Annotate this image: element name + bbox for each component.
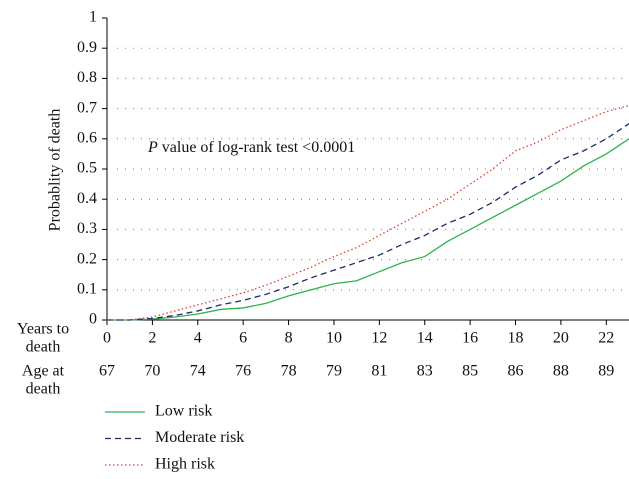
y-tick-label: 0.3 (77, 220, 97, 237)
age-label: 88 (553, 363, 569, 380)
age-label: 76 (235, 363, 251, 380)
second-axis-label: Age at (22, 363, 65, 380)
x-tick-label: 10 (326, 330, 342, 347)
y-tick-label: 0.7 (77, 99, 97, 116)
x-tick-label: 20 (553, 330, 569, 347)
age-label: 83 (417, 363, 433, 380)
y-tick-label: 0.2 (77, 250, 97, 267)
x-tick-label: 8 (285, 330, 293, 347)
x-tick-label: 22 (598, 330, 614, 347)
age-label: 74 (190, 363, 206, 380)
legend-label: Moderate risk (155, 429, 244, 446)
x-tick-label: 6 (239, 330, 247, 347)
y-tick-label: 0.6 (77, 129, 97, 146)
legend-label: Low risk (155, 403, 212, 420)
y-tick-label: 0.8 (77, 69, 97, 86)
series-line (107, 123, 629, 321)
age-label: 86 (508, 363, 524, 380)
x-tick-label: 4 (194, 330, 202, 347)
y-tick-label: 0.9 (77, 39, 97, 56)
annotation-italic: P (147, 139, 158, 156)
x-tick-label: 2 (148, 330, 156, 347)
series-line (107, 104, 629, 321)
age-label: 70 (144, 363, 160, 380)
x-tick-label: 18 (508, 330, 524, 347)
y-axis-label: Probablity of death (47, 109, 64, 232)
annotation-text: value of log-rank test <0.0001 (162, 139, 355, 156)
x-axis-label: Years to (17, 321, 69, 338)
annotation: P value of log-rank test <0.0001 (147, 139, 355, 156)
legend-label: High risk (155, 456, 215, 473)
age-label: 85 (462, 363, 478, 380)
age-label: 89 (598, 363, 614, 380)
age-label: 78 (281, 363, 297, 380)
y-tick-label: 0.5 (77, 160, 97, 177)
age-label: 67 (99, 363, 115, 380)
y-tick-label: 1 (89, 9, 97, 26)
x-tick-label: 16 (462, 330, 478, 347)
y-tick-label: 0 (89, 311, 97, 328)
x-tick-label: 0 (103, 330, 111, 347)
x-axis-label: death (26, 339, 61, 356)
age-label: 79 (326, 363, 342, 380)
y-tick-label: 0.4 (77, 190, 97, 207)
series-line (107, 138, 629, 321)
second-axis-label: death (26, 381, 61, 398)
x-tick-label: 12 (371, 330, 387, 347)
y-tick-label: 0.1 (77, 280, 97, 297)
x-tick-label: 14 (417, 330, 433, 347)
age-label: 81 (371, 363, 387, 380)
